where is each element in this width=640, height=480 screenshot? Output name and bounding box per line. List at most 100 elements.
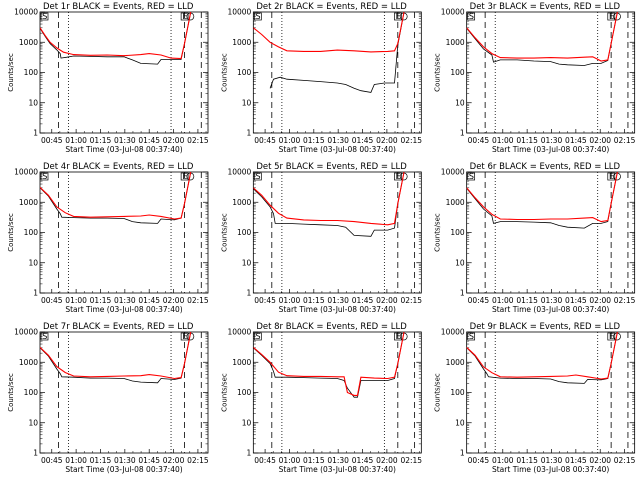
panel-title: Det 8r BLACK = Events, RED = LLD (256, 322, 407, 332)
start-flag-label: S (469, 12, 474, 21)
end-flag-label: E (182, 332, 187, 341)
y-tick-label: 1000 (446, 198, 465, 207)
y-tick-label: 1 (460, 129, 465, 138)
start-flag: S (40, 332, 49, 341)
y-tick-label: 10000 (441, 168, 465, 177)
start-flag-box (467, 12, 476, 21)
lld-series (253, 12, 405, 53)
start-flag-label: S (256, 332, 261, 341)
panel-title: Det 4r BLACK = Events, RED = LLD (43, 162, 194, 172)
x-tick-label: 02:00 (376, 136, 398, 145)
y-tick-label: 1000 (232, 38, 251, 47)
end-flag-box (180, 12, 189, 21)
end-flag-box (394, 332, 402, 341)
y-tick-label: 10000 (227, 328, 251, 337)
y-axis-label: Counts/sec (434, 53, 442, 92)
lld-series (466, 172, 618, 223)
x-tick-label: 01:00 (279, 456, 301, 465)
lld-series (253, 172, 405, 226)
y-tick-label: 1 (33, 449, 38, 458)
plot-frame (466, 171, 636, 294)
x-tick-label: 01:30 (327, 136, 349, 145)
y-axis-label: Counts/sec (7, 213, 15, 252)
y-axis-label: Counts/sec (7, 53, 15, 92)
y-axis-label: Counts/sec (7, 373, 15, 412)
lld-series (40, 12, 192, 60)
start-flag-box (40, 332, 49, 341)
end-flag-box (607, 172, 616, 181)
x-axis-label: Start Time (03-Jul-08 00:37:40) (279, 305, 396, 314)
y-tick-label: 100 (237, 388, 252, 397)
x-tick-label: 02:15 (400, 136, 422, 145)
y-tick-label: 10000 (14, 8, 38, 17)
x-tick-label: 01:15 (516, 456, 538, 465)
events-series (466, 332, 618, 384)
end-flag: E (607, 332, 616, 341)
y-tick-label: 1000 (232, 358, 251, 367)
x-tick-label: 01:30 (327, 296, 349, 305)
y-axis-label: Counts/sec (220, 213, 228, 252)
y-tick-label: 10 (28, 98, 38, 107)
panel-title: Det 9r BLACK = Events, RED = LLD (470, 322, 621, 332)
y-tick-label: 10 (455, 98, 465, 107)
x-tick-label: 00:45 (468, 136, 490, 145)
end-flag-label: E (182, 172, 187, 181)
y-tick-label: 1 (460, 449, 465, 458)
end-flag-label: E (609, 172, 614, 181)
x-tick-label: 00:45 (41, 456, 63, 465)
lld-series (466, 12, 618, 62)
end-flag: E (394, 12, 402, 21)
x-tick-label: 01:15 (303, 136, 325, 145)
start-flag: S (467, 332, 476, 341)
x-tick-label: 01:30 (541, 136, 563, 145)
panel-title: Det 5r BLACK = Events, RED = LLD (256, 162, 407, 172)
lld-series (253, 332, 405, 396)
y-tick-label: 10 (455, 418, 465, 427)
x-tick-label: 01:30 (114, 296, 136, 305)
x-tick-label: 01:00 (65, 456, 87, 465)
y-tick-label: 1000 (19, 38, 38, 47)
y-tick-label: 100 (24, 388, 39, 397)
start-flag-box (40, 12, 49, 21)
lld-series (40, 332, 192, 380)
y-axis-label: Counts/sec (434, 373, 442, 412)
x-axis-label: Start Time (03-Jul-08 00:37:40) (279, 145, 396, 154)
end-flag-label: E (396, 332, 401, 341)
y-tick-label: 1 (33, 289, 38, 298)
start-flag-label: S (256, 12, 261, 21)
events-series (466, 172, 618, 229)
y-tick-label: 10000 (227, 8, 251, 17)
events-series (253, 332, 405, 398)
x-tick-label: 01:30 (114, 456, 136, 465)
y-tick-label: 10000 (227, 168, 251, 177)
x-tick-label: 02:00 (376, 456, 398, 465)
start-flag: S (40, 172, 49, 181)
x-tick-label: 02:15 (614, 456, 636, 465)
end-flag-label: E (182, 12, 187, 21)
x-tick-label: 01:15 (90, 136, 112, 145)
panel-title: Det 7r BLACK = Events, RED = LLD (43, 322, 194, 332)
plot-frame (252, 331, 422, 454)
x-tick-label: 02:15 (614, 296, 636, 305)
x-tick-label: 00:45 (41, 136, 63, 145)
lld-series (40, 172, 192, 220)
x-tick-label: 00:45 (254, 296, 276, 305)
detector-panel-3: Det 3r BLACK = Events, RED = LLD 1 10 100 10… (434, 2, 636, 154)
x-tick-label: 02:00 (163, 136, 185, 145)
x-tick-label: 02:15 (614, 136, 636, 145)
x-tick-label: 01:30 (541, 456, 563, 465)
end-flag: E (607, 172, 616, 181)
y-tick-label: 10000 (441, 328, 465, 337)
plot-frame (466, 11, 636, 134)
detector-panel-7: Det 7r BLACK = Events, RED = LLD 1 10 100 10… (7, 322, 209, 474)
plot-frame (39, 331, 209, 454)
end-flag: E (607, 12, 616, 21)
panel-title: Det 2r BLACK = Events, RED = LLD (256, 2, 407, 12)
y-tick-label: 100 (24, 68, 39, 77)
lld-series (466, 332, 618, 380)
x-tick-label: 01:00 (65, 136, 87, 145)
y-tick-label: 100 (237, 228, 252, 237)
start-flag-box (253, 12, 262, 21)
x-axis-label: Start Time (03-Jul-08 00:37:40) (65, 145, 182, 154)
